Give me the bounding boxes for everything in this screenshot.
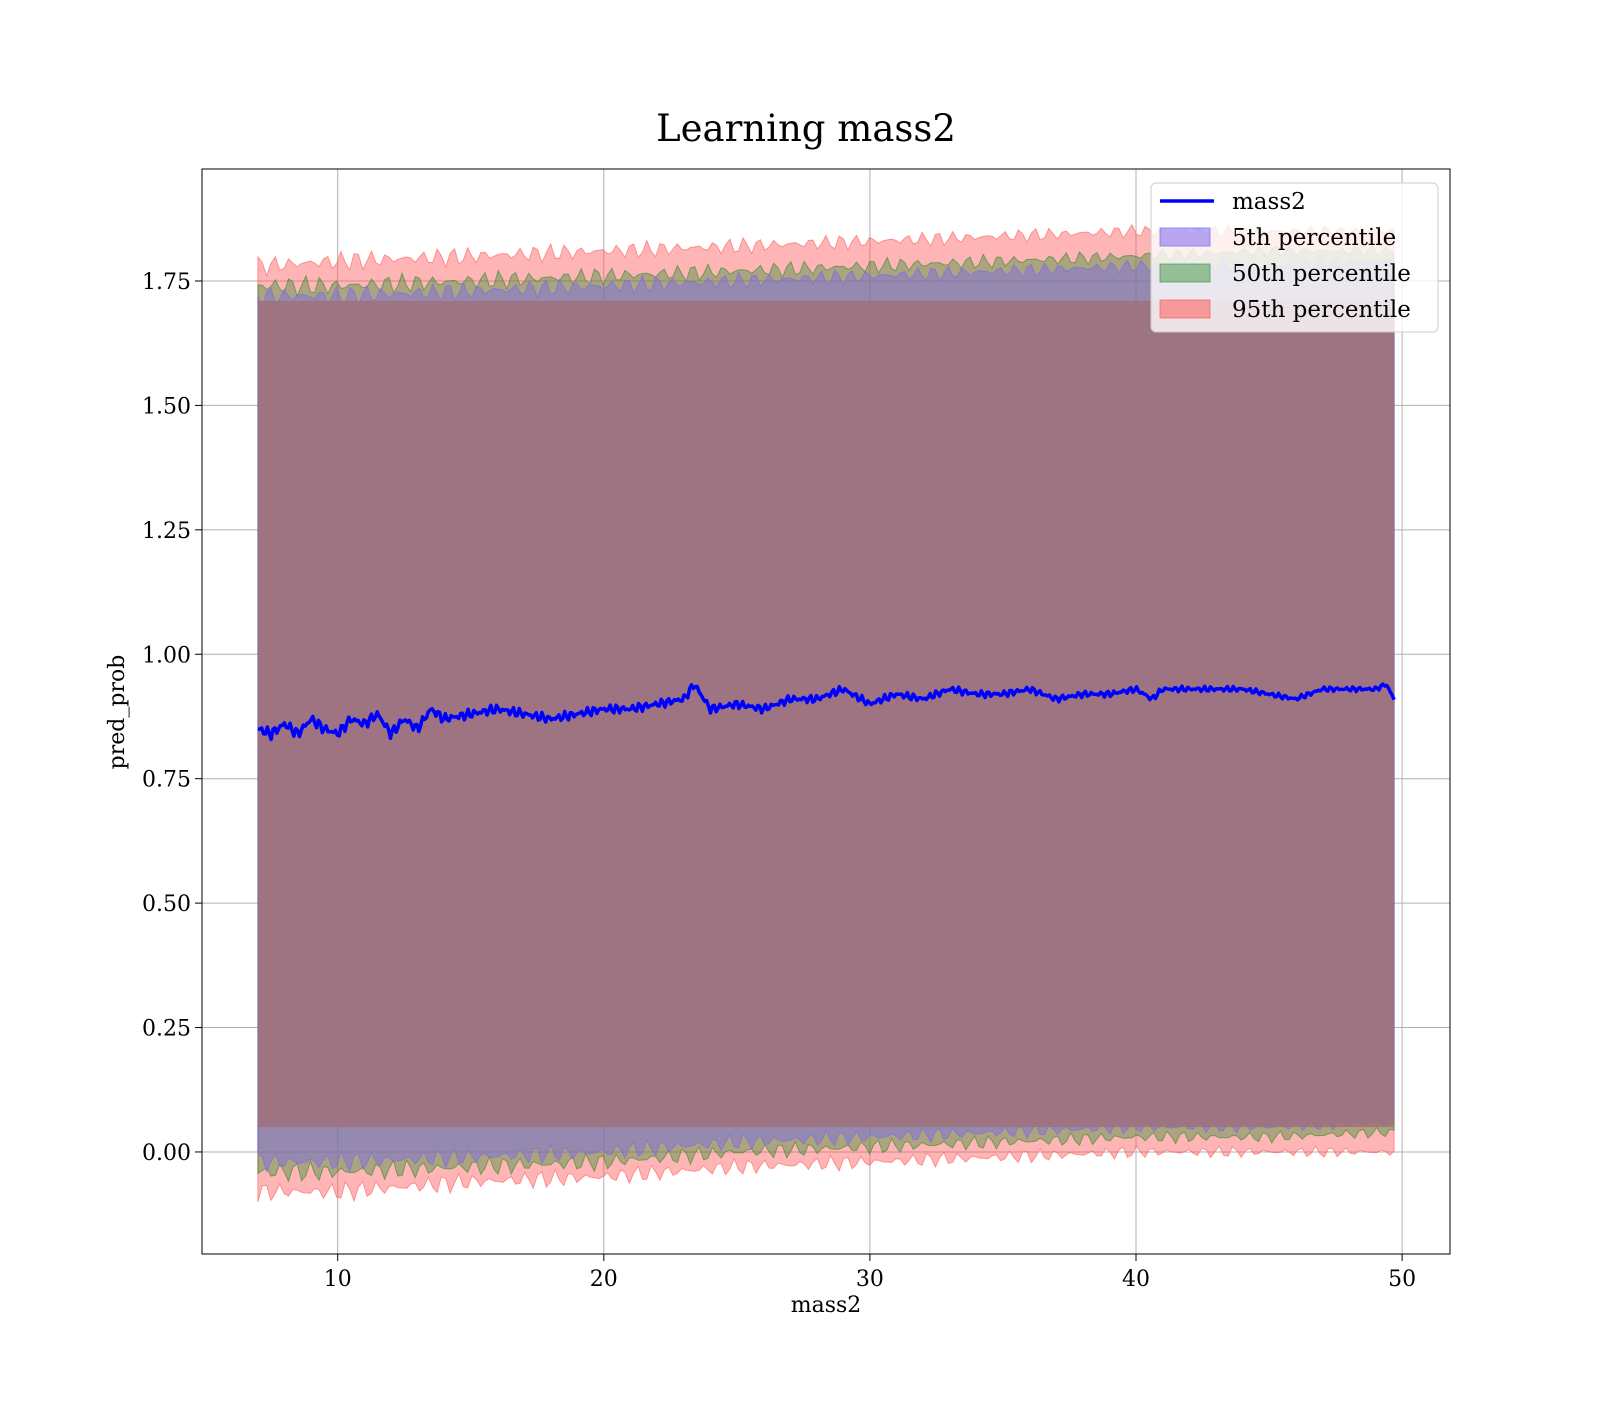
legend-box: [1150, 182, 1439, 333]
legend: mass2 5th percentile 50th percentile 95t…: [1150, 182, 1439, 333]
plot-frame: [201, 168, 1451, 1255]
legend-label-mass2: mass2: [1232, 189, 1306, 215]
series-line-mass2: [257, 682, 1396, 742]
x-tick-label: 30: [856, 1267, 884, 1292]
y-tick-label: 1.75: [142, 270, 191, 295]
y-tick-label: 1.50: [142, 394, 191, 419]
x-tick-label: 50: [1388, 1267, 1416, 1292]
y-tick-label: 0.25: [142, 1017, 191, 1042]
chart-title: Learning mass2: [656, 107, 956, 150]
y-axis-ticks: 0.00 0.25 0.50 0.75 1.00 1.25 1.50 1.75: [142, 270, 202, 1166]
legend-label-5th: 5th percentile: [1232, 225, 1396, 251]
legend-swatch-95th: [1159, 299, 1211, 319]
x-tick-label: 20: [590, 1267, 618, 1292]
y-tick-label: 1.25: [142, 519, 191, 544]
legend-label-50th: 50th percentile: [1232, 261, 1411, 287]
y-tick-label: 1.00: [142, 643, 191, 668]
line-layer: [257, 682, 1396, 742]
y-tick-label: 0.50: [142, 892, 191, 917]
legend-label-95th: 95th percentile: [1232, 297, 1411, 323]
y-tick-label: 0.00: [142, 1141, 191, 1166]
y-tick-label: 0.75: [142, 768, 191, 793]
x-axis-ticks: 10 20 30 40 50: [324, 1254, 1416, 1292]
legend-swatch-5th: [1159, 227, 1211, 247]
legend-swatch-50th: [1159, 263, 1211, 283]
x-axis-label: mass2: [791, 1293, 862, 1318]
y-axis-label: pred_prob: [105, 655, 130, 770]
x-tick-label: 40: [1122, 1267, 1150, 1292]
x-tick-label: 10: [324, 1267, 352, 1292]
